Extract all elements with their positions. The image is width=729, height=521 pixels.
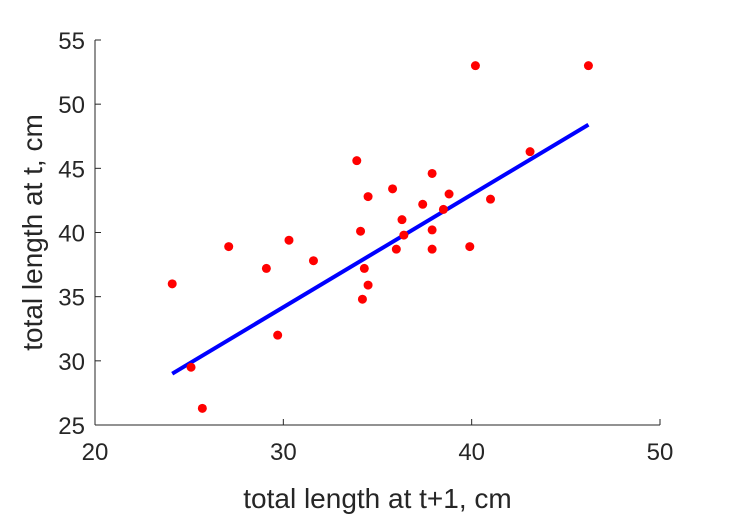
data-point	[391, 244, 401, 254]
data-point	[273, 330, 283, 340]
x-tick-label: 20	[82, 439, 109, 466]
data-point	[465, 242, 475, 252]
x-axis-label: total length at t+1, cm	[243, 483, 512, 514]
data-point	[444, 189, 454, 199]
y-tick-label: 50	[58, 92, 85, 119]
y-axis-label: total length at t, cm	[17, 114, 48, 351]
data-point	[359, 263, 369, 273]
data-point	[427, 244, 437, 254]
data-point	[197, 403, 207, 413]
data-point	[261, 263, 271, 273]
data-point	[363, 280, 373, 290]
data-point	[470, 61, 480, 71]
y-tick-label: 55	[58, 28, 85, 55]
data-point	[397, 215, 407, 225]
data-point	[388, 184, 398, 194]
data-point	[525, 147, 535, 157]
data-point	[224, 242, 234, 252]
data-point	[427, 168, 437, 178]
y-tick-label: 30	[58, 349, 85, 376]
data-marks	[167, 61, 593, 413]
data-point	[357, 294, 367, 304]
data-point	[167, 279, 177, 289]
data-point	[186, 362, 196, 372]
x-tick-label: 50	[647, 439, 674, 466]
data-point	[399, 230, 409, 240]
data-point	[486, 194, 495, 204]
data-point	[308, 256, 318, 266]
data-point	[352, 156, 362, 166]
data-point	[427, 225, 437, 235]
data-point	[284, 235, 294, 245]
x-tick-label: 40	[458, 439, 485, 466]
y-tick-label: 45	[58, 156, 85, 183]
y-tick-label: 40	[58, 221, 85, 248]
data-point	[418, 199, 428, 209]
axes: 20 30 40 50 25 30 35 40 45 50 55	[58, 28, 673, 466]
data-point	[583, 61, 593, 71]
y-tick-label: 25	[58, 413, 85, 440]
y-tick-label: 35	[58, 285, 85, 312]
data-point	[363, 192, 373, 202]
data-point	[438, 204, 448, 214]
regression-line	[171, 122, 590, 376]
x-tick-label: 30	[270, 439, 297, 466]
data-point	[356, 226, 366, 236]
